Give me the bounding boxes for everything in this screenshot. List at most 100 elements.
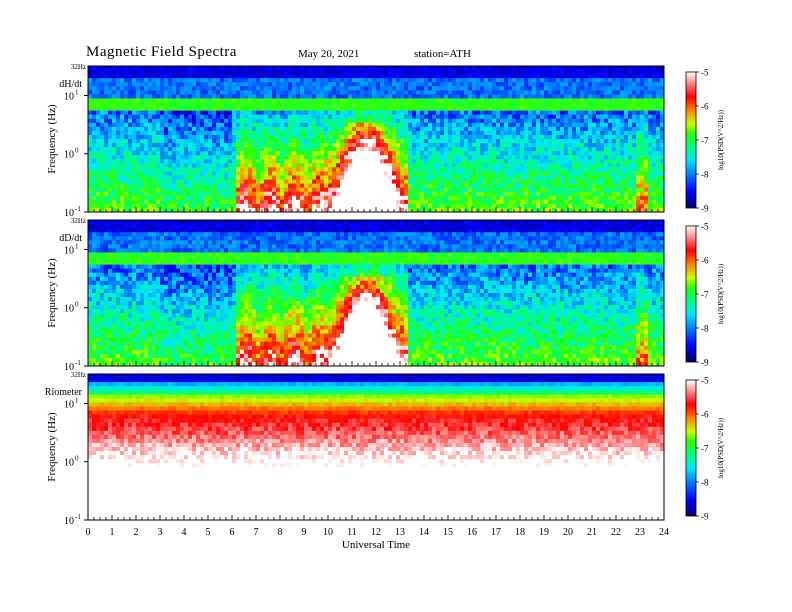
spectrogram-cell [92, 171, 97, 177]
spectrogram-cell [492, 203, 497, 209]
spectrogram-cell [228, 106, 233, 112]
spectrogram-cell [364, 147, 369, 152]
spectrogram-cell [124, 126, 129, 132]
spectrogram-cell [420, 94, 425, 100]
spectrogram-cell [416, 167, 421, 173]
spectrogram-cell [476, 106, 481, 112]
spectrogram-cell [456, 207, 461, 212]
spectrogram-cell [124, 199, 129, 205]
spectrogram-cell [352, 118, 357, 124]
spectrogram-cell [392, 114, 397, 120]
spectrogram-cell [636, 155, 641, 160]
spectrogram-cell [344, 90, 349, 95]
spectrogram-cell [136, 179, 141, 185]
spectrogram-cell [88, 187, 93, 193]
spectrogram-cell [188, 94, 193, 100]
spectrogram-cell [536, 110, 541, 116]
spectrogram-cell [228, 90, 233, 95]
spectrogram-cell [504, 187, 509, 193]
spectrogram-cell [148, 126, 153, 132]
spectrogram-cell [244, 118, 249, 124]
spectrogram-cell [240, 179, 245, 185]
spectrogram-cell [292, 106, 297, 112]
spectrogram-cell [488, 86, 493, 91]
spectrogram-cell [300, 183, 305, 189]
spectrogram-cell [600, 191, 605, 197]
spectrogram-cell [188, 167, 193, 173]
spectrogram-cell [104, 187, 109, 193]
spectrogram-cell [184, 167, 189, 173]
spectrogram-cell [384, 171, 389, 177]
spectrogram-cell [156, 86, 161, 91]
spectrogram-cell [432, 167, 437, 173]
spectrogram-cell [276, 110, 281, 116]
spectrogram-cell [308, 139, 313, 144]
spectrogram-cell [356, 98, 361, 104]
spectrogram-cell [540, 199, 545, 205]
spectrogram-cell [208, 203, 213, 209]
spectrogram-cell [212, 122, 217, 128]
spectrogram-cell [208, 110, 213, 116]
spectrogram-cell [580, 82, 585, 87]
spectrogram-cell [132, 118, 137, 124]
spectrogram-cell [584, 126, 589, 132]
spectrogram-cell [92, 199, 97, 205]
spectrogram-cell [156, 207, 161, 212]
spectrogram-cell [100, 66, 105, 71]
spectrogram-cell [432, 90, 437, 95]
spectrogram-cell [276, 187, 281, 193]
spectrogram-cell [172, 134, 177, 140]
spectrogram-cell [544, 66, 549, 71]
spectrogram-cell [280, 155, 285, 160]
spectrogram-cell [148, 207, 153, 212]
spectrogram-cell [140, 126, 145, 132]
spectrogram-cell [620, 195, 625, 201]
spectrogram-cell [468, 195, 473, 201]
spectrogram-cell [88, 70, 93, 75]
spectrogram-cell [336, 70, 341, 75]
spectrogram-cell [232, 203, 237, 209]
spectrogram-cell [524, 199, 529, 205]
spectrogram-cell [528, 159, 533, 164]
spectrogram-cell [384, 66, 389, 71]
spectrogram-cell [356, 143, 361, 148]
spectrogram-cell [288, 159, 293, 164]
spectrogram-cell [360, 175, 365, 181]
spectrogram-cell [108, 155, 113, 160]
spectrogram-cell [504, 207, 509, 212]
spectrogram-cell [356, 167, 361, 173]
spectrogram-cell [388, 159, 393, 164]
spectrogram-cell [524, 179, 529, 185]
spectrogram-cell [588, 187, 593, 193]
spectrogram-cell [400, 175, 405, 181]
spectrogram-cell [532, 78, 537, 83]
spectrogram-cell [216, 191, 221, 197]
spectrogram-cell [316, 86, 321, 91]
spectrogram-cell [128, 66, 133, 71]
spectrogram-cell [152, 74, 157, 79]
spectrogram-cell [304, 110, 309, 116]
spectrogram-cell [368, 134, 373, 140]
spectrogram-cell [300, 175, 305, 181]
spectrogram-cell [548, 191, 553, 197]
spectrogram-cell [196, 126, 201, 132]
spectrogram-cell [548, 70, 553, 75]
spectrogram-cell [592, 118, 597, 124]
spectrogram-cell [436, 203, 441, 209]
spectrogram-cell [180, 106, 185, 112]
spectrogram-cell [400, 134, 405, 140]
spectrogram-cell [592, 167, 597, 173]
spectrogram-cell [552, 187, 557, 193]
spectrogram-cell [184, 171, 189, 177]
spectrogram-cell [208, 151, 213, 156]
spectrogram-cell [120, 122, 125, 128]
spectrogram-cell [312, 187, 317, 193]
spectrogram-cell [148, 106, 153, 112]
spectrogram-cell [120, 134, 125, 140]
spectrogram-cell [132, 187, 137, 193]
spectrogram-cell [580, 151, 585, 156]
spectrogram-cell [532, 74, 537, 79]
spectrogram-cell [264, 207, 269, 212]
spectrogram-cell [240, 207, 245, 212]
spectrogram-cell [312, 110, 317, 116]
